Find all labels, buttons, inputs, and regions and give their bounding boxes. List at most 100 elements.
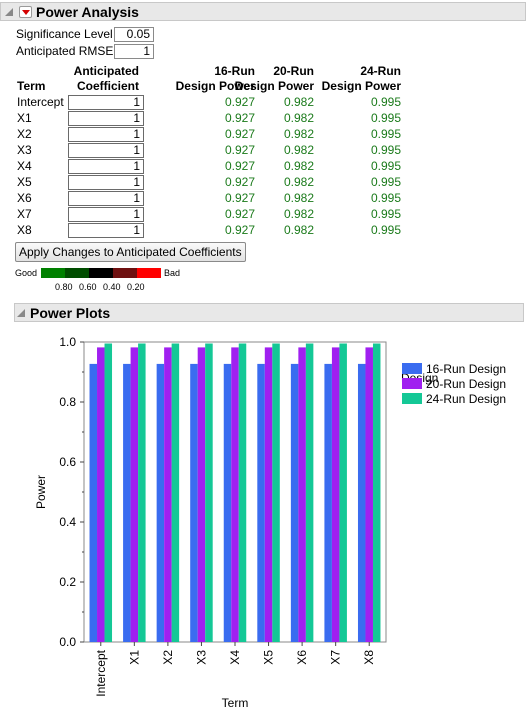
coefficient-input[interactable]: 1: [68, 95, 144, 110]
power-24run-value: 0.995: [370, 207, 401, 221]
power-20run-value: 0.982: [283, 191, 314, 205]
bar-16-run-design: [190, 363, 198, 642]
bar-20-run-design: [331, 347, 340, 642]
header-24run-line1: 24-Run: [360, 64, 401, 78]
power-analysis-header[interactable]: Power Analysis: [0, 2, 526, 21]
bar-20-run-design: [164, 347, 172, 642]
legend-tick-label: 0.80: [55, 282, 73, 292]
bar-24-run-design: [205, 343, 213, 642]
bar-20-run-design: [130, 347, 139, 642]
anticipated-rmse-input[interactable]: 1: [114, 44, 154, 59]
coefficient-input[interactable]: 1: [68, 143, 144, 158]
significance-level-label: Significance Level: [16, 27, 113, 41]
legend-swatch: [402, 363, 422, 374]
y-tick-label: 0.8: [59, 395, 76, 409]
term-label: X5: [17, 175, 32, 189]
bar-24-run-design: [171, 343, 180, 642]
x-tick-label: X6: [295, 650, 309, 665]
power-20run-value: 0.982: [283, 223, 314, 237]
bar-16-run-design: [123, 363, 131, 642]
power-16run-value: 0.927: [224, 223, 255, 237]
legend-tick-label: 0.60: [79, 282, 97, 292]
bar-20-run-design: [365, 347, 373, 642]
bar-16-run-design: [223, 363, 232, 642]
disclosure-triangle-icon[interactable]: [4, 7, 14, 17]
header-20run-line2: Design Power: [234, 79, 314, 93]
x-tick-label: X1: [127, 650, 141, 665]
bar-24-run-design: [238, 343, 247, 642]
power-24run-value: 0.995: [370, 111, 401, 125]
legend-color-swatch: [137, 268, 161, 278]
header-term: Term: [17, 79, 46, 93]
coefficient-input[interactable]: 1: [68, 175, 144, 190]
legend-color-swatch: [41, 268, 65, 278]
power-16run-value: 0.927: [224, 143, 255, 157]
power-16run-value: 0.927: [224, 207, 255, 221]
bar-24-run-design: [272, 343, 280, 642]
legend-entry: 16-Run Design: [426, 362, 506, 376]
bar-24-run-design: [305, 343, 314, 642]
bar-16-run-design: [357, 363, 366, 642]
coefficient-input[interactable]: 1: [68, 207, 144, 222]
power-16run-value: 0.927: [224, 127, 255, 141]
legend-tick-label: 0.40: [103, 282, 121, 292]
bar-16-run-design: [89, 363, 98, 642]
power-16run-value: 0.927: [224, 111, 255, 125]
bar-24-run-design: [104, 343, 113, 642]
bar-20-run-design: [97, 347, 105, 642]
term-label: X7: [17, 207, 32, 221]
apply-changes-button[interactable]: Apply Changes to Anticipated Coefficient…: [15, 242, 246, 262]
y-tick-label: 0.0: [59, 635, 76, 649]
bar-24-run-design: [339, 343, 347, 642]
power-bar-chart: 0.0 0.2 0.4 0.6 0.8 1.0 Intercept X1 X2 X3 X4 X5 X6 X…: [34, 335, 506, 710]
coefficient-input[interactable]: 1: [68, 223, 144, 238]
power-plots-title: Power Plots: [30, 305, 111, 321]
legend-tick-label: 0.20: [127, 282, 145, 292]
bar-24-run-design: [372, 343, 381, 642]
coefficient-input[interactable]: 1: [68, 127, 144, 142]
bar-24-run-design: [138, 343, 146, 642]
power-16run-value: 0.927: [224, 191, 255, 205]
significance-level-input[interactable]: 0.05: [114, 27, 154, 42]
power-analysis-title: Power Analysis: [36, 4, 139, 20]
bar-20-run-design: [231, 347, 239, 642]
red-triangle-menu-icon[interactable]: [19, 6, 32, 18]
legend-swatch: [402, 378, 422, 389]
power-24run-value: 0.995: [370, 143, 401, 157]
y-tick-label: 0.2: [59, 575, 76, 589]
term-label: Intercept: [17, 95, 64, 109]
coefficient-input[interactable]: 1: [68, 191, 144, 206]
coefficient-input[interactable]: 1: [68, 111, 144, 126]
x-tick-label: Intercept: [94, 649, 108, 696]
legend-color-swatch: [89, 268, 113, 278]
coefficient-input[interactable]: 1: [68, 159, 144, 174]
power-24run-value: 0.995: [370, 127, 401, 141]
power-24run-value: 0.995: [370, 159, 401, 173]
x-tick-label: X2: [161, 650, 175, 665]
power-20run-value: 0.982: [283, 127, 314, 141]
power-16run-value: 0.927: [224, 175, 255, 189]
y-tick-label: 0.4: [59, 515, 76, 529]
bar-16-run-design: [156, 363, 165, 642]
bar-16-run-design: [290, 363, 299, 642]
x-tick-label: X7: [329, 650, 343, 665]
legend-entry: 20-Run Design: [426, 377, 506, 391]
header-20run-line1: 20-Run: [273, 64, 314, 78]
term-label: X6: [17, 191, 32, 205]
x-axis-label: Term: [222, 696, 249, 710]
legend-color-swatch: [65, 268, 89, 278]
bar-16-run-design: [324, 363, 332, 642]
y-tick-label: 1.0: [59, 335, 76, 349]
power-24run-value: 0.995: [370, 223, 401, 237]
anticipated-rmse-label: Anticipated RMSE: [16, 44, 114, 58]
term-label: X2: [17, 127, 32, 141]
disclosure-triangle-icon[interactable]: [16, 308, 26, 318]
power-20run-value: 0.982: [283, 95, 314, 109]
legend-good-label: Good: [15, 268, 38, 278]
power-16run-value: 0.927: [224, 159, 255, 173]
y-axis-label: Power: [34, 475, 48, 509]
power-16run-value: 0.927: [224, 95, 255, 109]
x-tick-label: X5: [262, 650, 276, 665]
power-plots-header[interactable]: Power Plots: [14, 303, 524, 322]
legend-color-swatch: [113, 268, 137, 278]
